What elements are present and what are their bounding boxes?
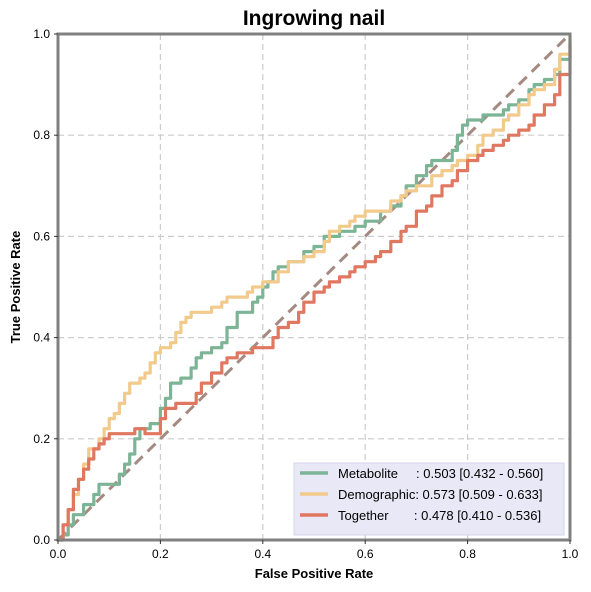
diagonal-line: [56, 32, 572, 542]
plot-frame: [56, 32, 572, 542]
y-tick-label: 1.0: [33, 27, 50, 41]
x-axis-label: False Positive Rate: [255, 566, 374, 581]
x-tick-label: 1.0: [562, 547, 579, 561]
series-line-metabolite: [58, 39, 572, 542]
y-tick-label: 0.8: [33, 128, 50, 142]
y-axis-ticks: 0.0 0.2 0.4 0.6 0.8 1.0: [33, 27, 58, 547]
x-tick-label: 0.8: [459, 547, 476, 561]
y-axis-label: True Positive Rate: [8, 231, 23, 344]
x-tick-label: 0.4: [254, 547, 271, 561]
y-tick-label: 0.4: [33, 331, 50, 345]
series-line-together: [58, 44, 572, 542]
legend-box: [293, 462, 565, 536]
legend-entry: Together : 0.478 [0.410 - 0.536]: [338, 508, 541, 523]
legend-entry: Metabolite : 0.503 [0.432 - 0.560]: [338, 466, 543, 481]
roc-series: [58, 34, 572, 542]
x-tick-label: 0.6: [357, 547, 374, 561]
legend-entry: Demographic: 0.573 [0.509 - 0.633]: [338, 487, 543, 502]
y-tick-label: 0.2: [33, 432, 50, 446]
x-axis-ticks: 0.0 0.2 0.4 0.6 0.8 1.0: [50, 540, 579, 561]
series-line-demographic: [58, 34, 572, 542]
chance-diagonal: [56, 32, 572, 542]
x-tick-label: 0.0: [50, 547, 67, 561]
x-tick-label: 0.2: [152, 547, 169, 561]
chart-title: Ingrowing nail: [243, 7, 385, 30]
y-tick-label: 0.0: [33, 533, 50, 547]
y-tick-label: 0.6: [33, 229, 50, 243]
legend: Metabolite : 0.503 [0.432 - 0.560] Demogr…: [293, 462, 565, 536]
